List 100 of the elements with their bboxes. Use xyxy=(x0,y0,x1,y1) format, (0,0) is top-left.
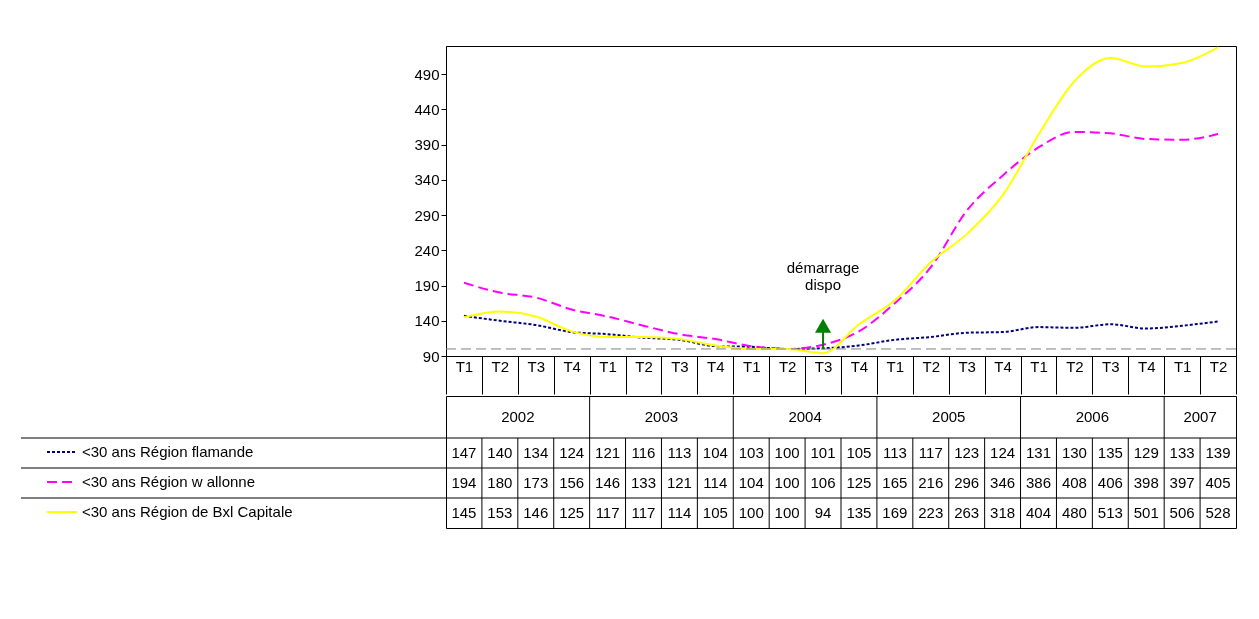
data-label: 103 xyxy=(738,444,764,461)
data-label: 165 xyxy=(882,474,908,491)
data-label: 104 xyxy=(738,474,764,491)
x-tick-label: T2 xyxy=(778,357,797,375)
data-label: 405 xyxy=(1205,474,1231,491)
data-label: 125 xyxy=(846,474,872,491)
x-tick-label: T2 xyxy=(635,357,653,375)
text: 2002 xyxy=(501,408,535,425)
data-label: 100 xyxy=(738,504,764,521)
data-label: 153 xyxy=(487,504,513,521)
data-label: 125 xyxy=(559,504,585,521)
x-tick-label: T1 xyxy=(1173,357,1192,375)
data-label: 114 xyxy=(667,504,692,521)
data-label: 94 xyxy=(814,504,832,521)
x-tick-label: T2 xyxy=(1066,357,1084,375)
x-tick-label: T1 xyxy=(1030,357,1048,375)
data-label: 124 xyxy=(559,444,585,461)
data-label: 135 xyxy=(846,504,872,521)
data-label: 223 xyxy=(918,504,944,521)
data-label: 147 xyxy=(451,444,477,461)
x-tick-label: T1 xyxy=(599,357,617,375)
legend-label: <30 ans Région w allonne xyxy=(82,473,256,490)
data-label: 117 xyxy=(918,444,943,461)
data-label: 123 xyxy=(954,444,980,461)
x-tick-label: T3 xyxy=(814,357,833,375)
data-label: 296 xyxy=(954,474,980,491)
text: 2003 xyxy=(644,408,679,425)
y-tick-label: 290 xyxy=(414,206,440,224)
data-label: 100 xyxy=(774,444,800,461)
data-label: 133 xyxy=(1169,444,1195,461)
legend-label: <30 ans Région flamande xyxy=(82,443,254,460)
legend-label: <30 ans Région de Bxl Capitale xyxy=(82,503,293,520)
data-label: 146 xyxy=(595,474,621,491)
y-tick-label: 90 xyxy=(422,347,440,365)
y-tick-label: 340 xyxy=(414,171,440,189)
x-tick-label: T2 xyxy=(491,357,510,375)
y-tick-label: 490 xyxy=(414,65,440,83)
data-label: 146 xyxy=(523,504,549,521)
x-tick-label: T3 xyxy=(527,357,546,375)
data-label: 101 xyxy=(810,444,836,461)
data-label: 130 xyxy=(1061,444,1087,461)
data-label: 117 xyxy=(595,504,620,521)
data-label: 397 xyxy=(1169,474,1195,491)
x-tick-label: T4 xyxy=(707,357,725,375)
data-label: 100 xyxy=(774,474,800,491)
annotation: démarrage dispo xyxy=(786,258,860,293)
data-label: 480 xyxy=(1061,504,1087,521)
line-series xyxy=(462,314,1220,350)
data-label: 131 xyxy=(1025,444,1052,461)
data-label: 100 xyxy=(774,504,800,521)
data-label: 121 xyxy=(666,474,692,491)
y-tick-label: 240 xyxy=(414,241,440,259)
x-tick-label: T4 xyxy=(994,357,1012,375)
data-label: 145 xyxy=(451,504,477,521)
data-label: 105 xyxy=(702,504,728,521)
data-label: 117 xyxy=(631,504,656,521)
data-label: 513 xyxy=(1097,504,1123,521)
line-series xyxy=(462,130,1220,350)
data-label: 105 xyxy=(846,444,872,461)
y-tick-label: 140 xyxy=(414,312,440,330)
data-label: 114 xyxy=(703,474,728,491)
x-tick-label: T2 xyxy=(922,357,941,375)
x-tick-label: T1 xyxy=(886,357,905,375)
data-label: 346 xyxy=(990,474,1016,491)
data-label: 135 xyxy=(1097,444,1123,461)
data-label: 116 xyxy=(631,444,656,461)
data-label: 404 xyxy=(1025,504,1052,521)
data-label: 528 xyxy=(1205,504,1231,521)
y-tick-label: 440 xyxy=(414,100,440,118)
text: 2005 xyxy=(932,408,966,425)
data-label: 104 xyxy=(702,444,728,461)
x-tick-label: T1 xyxy=(742,357,761,375)
data-label: 506 xyxy=(1169,504,1195,521)
data-label: 124 xyxy=(990,444,1016,461)
text: 2007 xyxy=(1183,408,1217,425)
text: 2004 xyxy=(788,408,822,425)
line-series xyxy=(462,46,1220,355)
data-label: 180 xyxy=(487,474,513,491)
data-label: 134 xyxy=(523,444,549,461)
x-tick-label: T3 xyxy=(958,357,976,375)
data-label: 194 xyxy=(451,474,477,491)
data-label: 173 xyxy=(523,474,549,491)
y-tick-label: 390 xyxy=(414,136,440,154)
data-label: 113 xyxy=(667,444,692,461)
text: 2006 xyxy=(1075,408,1110,425)
data-label: 318 xyxy=(990,504,1016,521)
data-label: 398 xyxy=(1133,474,1159,491)
data-label: 121 xyxy=(595,444,621,461)
data-label: 263 xyxy=(954,504,980,521)
data-label: 406 xyxy=(1097,474,1123,491)
x-tick-label: T2 xyxy=(1209,357,1228,375)
x-tick-label: T4 xyxy=(563,357,581,375)
data-label: 386 xyxy=(1025,474,1052,491)
x-tick-label: T4 xyxy=(850,357,869,375)
data-label: 113 xyxy=(882,444,907,461)
x-tick-label: T1 xyxy=(455,357,474,375)
data-label: 133 xyxy=(630,474,657,491)
x-tick-label: T3 xyxy=(671,357,689,375)
y-tick-label: 190 xyxy=(414,277,440,295)
data-label: 156 xyxy=(559,474,585,491)
